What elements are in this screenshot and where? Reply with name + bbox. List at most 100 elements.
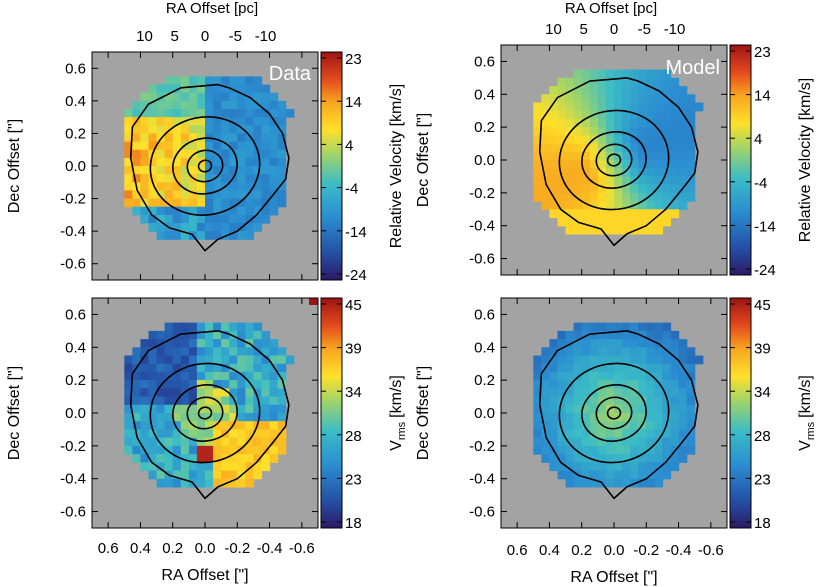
heatmap-cell (573, 363, 583, 373)
heatmap-cell (678, 429, 688, 439)
heatmap-cell (124, 157, 133, 167)
heatmap-cell (253, 84, 263, 94)
heatmap-cell (132, 149, 142, 159)
heatmap-cell (630, 371, 639, 381)
heatmap-cell (678, 135, 688, 145)
heatmap-cell (196, 380, 206, 389)
heatmap-cell (670, 110, 680, 120)
heatmap-cell (549, 380, 559, 389)
heatmap-cell (662, 94, 672, 104)
heatmap-cell (213, 421, 222, 430)
heatmap-cell (196, 421, 206, 430)
heatmap-cell (605, 143, 615, 153)
heatmap-cell (253, 206, 263, 216)
heatmap-cell (605, 118, 615, 128)
heatmap-cell (164, 396, 174, 406)
heatmap-cell (678, 168, 688, 177)
heatmap-cell (156, 347, 166, 357)
heatmap-cell (188, 462, 198, 472)
heatmap-cell (196, 347, 206, 357)
panel-model-vrms (500, 297, 728, 529)
heatmap-cell (614, 388, 623, 398)
heatmap-cell (196, 223, 206, 232)
y-tick-label: 0.6 (474, 306, 495, 323)
heatmap-cell (557, 77, 567, 87)
heatmap-cell (148, 454, 158, 463)
heatmap-cell (638, 363, 647, 373)
heatmap-cell (614, 225, 623, 235)
heatmap-cell (237, 437, 246, 447)
heatmap-cell (124, 421, 133, 430)
heatmap-cell (221, 141, 230, 151)
heatmap-cell (245, 84, 255, 94)
heatmap-cell (277, 371, 287, 381)
heatmap-cell (132, 133, 142, 143)
heatmap-cell (253, 117, 263, 126)
heatmap-cell (237, 174, 246, 183)
heatmap-cell (573, 437, 583, 447)
heatmap-cell (541, 151, 551, 161)
heatmap-cell (662, 363, 672, 373)
heatmap-cell (694, 102, 704, 112)
heatmap-cell (549, 118, 559, 128)
heatmap-cell (605, 225, 615, 235)
heatmap-cell (221, 396, 230, 406)
heatmap-cell (662, 192, 672, 202)
heatmap-cell (124, 174, 133, 183)
heatmap-cell (557, 380, 567, 389)
heatmap-cell (132, 125, 142, 134)
heatmap-cell (188, 157, 198, 167)
heatmap-cell (156, 445, 166, 455)
heatmap-cell (148, 117, 158, 126)
heatmap-cell (581, 69, 591, 79)
heatmap-cell (245, 429, 255, 439)
heatmap-cell (646, 421, 655, 430)
heatmap-cell (605, 339, 615, 348)
heatmap-cell (237, 141, 246, 151)
heatmap-cell (565, 413, 575, 422)
y-tick-label: 0.2 (65, 372, 86, 389)
y-tick-label: 0.6 (65, 306, 86, 323)
heatmap-cell (205, 174, 214, 183)
heatmap-cell (180, 92, 190, 102)
heatmap-cell (662, 388, 672, 398)
heatmap-cell (589, 102, 599, 112)
heatmap-cell (172, 322, 182, 332)
heatmap-cell (164, 413, 174, 422)
heatmap-cell (630, 209, 639, 219)
heatmap-cell (148, 92, 158, 102)
heatmap-cell (156, 330, 166, 340)
heatmap-cell (253, 462, 263, 472)
heatmap-cell (261, 157, 271, 167)
heatmap-cell (124, 380, 133, 389)
heatmap-cell (549, 339, 559, 348)
heatmap-cell (196, 182, 206, 191)
heatmap-cell (581, 404, 591, 414)
heatmap-cell (678, 160, 688, 169)
y-tick-label: 0.0 (474, 152, 495, 169)
heatmap-cell (132, 371, 142, 381)
heatmap-cell (557, 160, 567, 169)
heatmap-cell (670, 388, 680, 398)
heatmap-cell (654, 201, 664, 210)
heatmap-cell (221, 149, 230, 159)
heatmap-cell (253, 109, 263, 118)
heatmap-cell (180, 322, 190, 332)
heatmap-cell (221, 157, 230, 167)
heatmap-cell (646, 160, 655, 169)
heatmap-cell (654, 225, 664, 235)
colorbar-tick-label: 34 (345, 384, 362, 401)
heatmap-cell (164, 429, 174, 439)
heatmap-cell (670, 404, 680, 414)
heatmap-cell (221, 223, 230, 232)
heatmap-cell (261, 371, 271, 381)
heatmap-cell (654, 184, 664, 194)
heatmap-cell (605, 429, 615, 439)
heatmap-cell (662, 77, 672, 87)
heatmap-cell (581, 168, 591, 177)
heatmap-cell (573, 330, 583, 340)
heatmap-cell (581, 217, 591, 227)
heatmap-cell (205, 478, 214, 488)
heatmap-cell (213, 206, 222, 216)
heatmap-cell (213, 84, 222, 94)
